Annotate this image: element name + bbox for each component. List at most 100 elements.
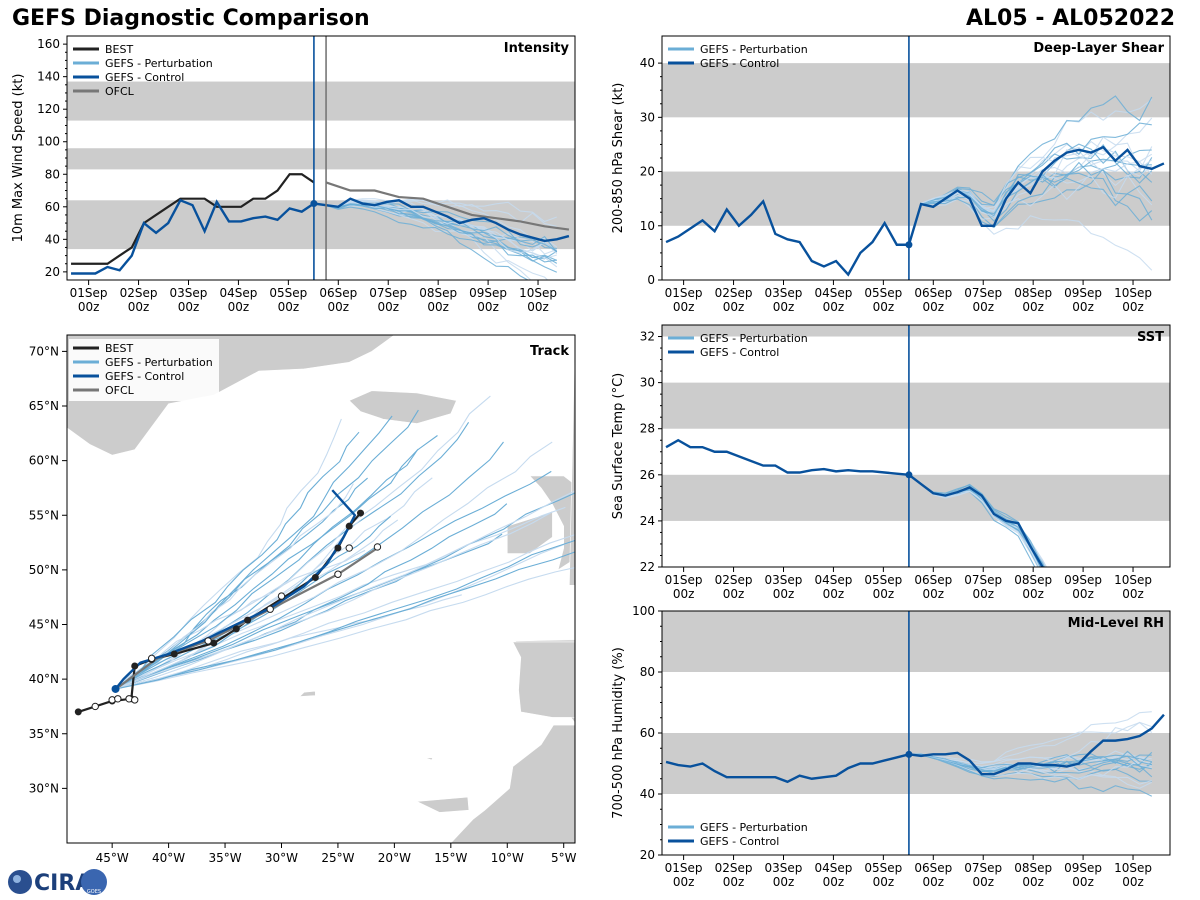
- x-tick-label: 25°W: [321, 851, 354, 865]
- x-tick-label-hour: 00z: [78, 300, 100, 314]
- y-tick-label: 24: [640, 514, 655, 528]
- perturbation-line: [908, 166, 1152, 245]
- iceland-land: [348, 390, 457, 424]
- x-tick-label: 15°W: [434, 851, 467, 865]
- x-tick-label-hour: 00z: [723, 300, 745, 314]
- x-tick-label-hour: 00z: [328, 300, 350, 314]
- x-tick-label: 35°W: [208, 851, 241, 865]
- y-tick-label: 26: [640, 468, 655, 482]
- control-init-point: [111, 684, 120, 693]
- y-tick-label: 30: [640, 376, 655, 390]
- y-tick-label: 120: [37, 102, 60, 116]
- perturbation-track: [115, 470, 552, 690]
- x-tick-label-day: 04Sep: [814, 573, 852, 587]
- x-tick-label-day: 08Sep: [419, 286, 457, 300]
- threshold-band: [67, 200, 575, 250]
- threshold-band: [662, 474, 1170, 521]
- x-tick-label-hour: 00z: [1072, 587, 1094, 601]
- perturbation-track: [115, 519, 361, 690]
- legend-label: GEFS - Control: [105, 370, 184, 383]
- x-tick-label-day: 04Sep: [814, 286, 852, 300]
- x-tick-label-day: 03Sep: [765, 861, 803, 875]
- x-tick-label-day: 02Sep: [120, 286, 158, 300]
- y-axis-label: 10m Max Wind Speed (kt): [11, 74, 26, 243]
- x-tick-label-day: 09Sep: [1064, 573, 1102, 587]
- y-axis-label: 700-500 hPa Humidity (%): [611, 647, 626, 819]
- perturbation-line: [313, 202, 558, 264]
- x-tick-label-hour: 00z: [773, 587, 795, 601]
- perturbation-track: [115, 534, 575, 690]
- best-track-point: [244, 616, 252, 624]
- perturbation-line: [313, 202, 557, 263]
- perturbation-track: [115, 435, 438, 690]
- logo-globe-icon: [8, 870, 32, 894]
- x-tick-label-hour: 00z: [773, 300, 795, 314]
- init-point: [905, 471, 913, 479]
- sst-chart: 22242628303201Sep00z02Sep00z03Sep00z04Se…: [611, 324, 1171, 601]
- perturbation-line: [908, 750, 1152, 775]
- chart-title: SST: [1137, 330, 1164, 345]
- y-tick-label: 40°N: [29, 672, 59, 686]
- x-tick-label: 30°W: [265, 851, 298, 865]
- britain-land: [529, 475, 575, 571]
- perturbation-track: [115, 421, 470, 690]
- x-tick-label-hour: 00z: [1122, 587, 1144, 601]
- logo-subtext: GOES: [87, 889, 101, 895]
- x-tick-label-day: 05Sep: [864, 861, 902, 875]
- ofcl-track-point: [147, 654, 156, 663]
- perturbation-track: [115, 566, 575, 690]
- best-track-open-point: [131, 696, 139, 704]
- legend-label: OFCL: [105, 85, 135, 98]
- perturbation-track: [115, 506, 566, 690]
- x-tick-label-hour: 00z: [873, 300, 895, 314]
- best-track-point: [334, 544, 342, 552]
- x-tick-label-day: 03Sep: [170, 286, 208, 300]
- x-tick-label-hour: 00z: [923, 587, 945, 601]
- y-tick-label: 32: [640, 330, 655, 344]
- africa-land: [450, 724, 575, 843]
- ofcl-line: [325, 181, 570, 231]
- init-point: [905, 241, 913, 249]
- x-tick-label-day: 08Sep: [1014, 286, 1052, 300]
- best-track-point: [345, 522, 353, 530]
- x-tick-label-hour: 00z: [873, 875, 895, 889]
- best-track-point: [357, 509, 365, 517]
- y-tick-label: 45°N: [29, 618, 59, 632]
- perturbation-line: [908, 149, 1153, 245]
- x-tick-label-day: 10Sep: [1114, 573, 1152, 587]
- x-tick-label: 5°W: [551, 851, 577, 865]
- x-tick-label-hour: 00z: [873, 587, 895, 601]
- x-tick-label-day: 06Sep: [319, 286, 357, 300]
- y-tick-label: 20: [45, 265, 60, 279]
- x-tick-label-hour: 00z: [1072, 875, 1094, 889]
- x-tick-label-day: 01Sep: [665, 573, 703, 587]
- perturbation-track: [115, 551, 575, 690]
- y-tick-label: 40: [45, 232, 60, 246]
- perturbation-line: [908, 174, 1153, 245]
- y-tick-label: 70°N: [29, 344, 59, 358]
- x-tick-label-hour: 00z: [1072, 300, 1094, 314]
- ofcl-track-point: [334, 570, 342, 578]
- perturbation-line: [908, 753, 1153, 797]
- intensity-chart: 2040608010012014016001Sep00z02Sep00z03Se…: [11, 35, 576, 314]
- x-tick-label-day: 01Sep: [665, 286, 703, 300]
- y-tick-label: 40: [640, 787, 655, 801]
- x-tick-label: 20°W: [378, 851, 411, 865]
- legend-label: GEFS - Control: [105, 71, 184, 84]
- x-tick-label-hour: 00z: [527, 300, 549, 314]
- threshold-band: [67, 81, 575, 121]
- x-tick-label-day: 09Sep: [469, 286, 507, 300]
- map-area: [67, 335, 575, 843]
- y-tick-label: 22: [640, 560, 655, 574]
- perturbation-track: [115, 503, 508, 690]
- x-tick-label-day: 10Sep: [1114, 861, 1152, 875]
- best-track-point: [232, 625, 240, 633]
- perturbation-line: [908, 474, 1040, 567]
- x-tick-label-day: 03Sep: [765, 573, 803, 587]
- perturbation-track: [115, 511, 553, 690]
- threshold-band: [662, 382, 1170, 429]
- logo-satellite-icon: [81, 869, 107, 895]
- y-tick-label: 35°N: [29, 727, 59, 741]
- legend-label: GEFS - Perturbation: [700, 821, 808, 834]
- perturbation-track: [115, 431, 360, 690]
